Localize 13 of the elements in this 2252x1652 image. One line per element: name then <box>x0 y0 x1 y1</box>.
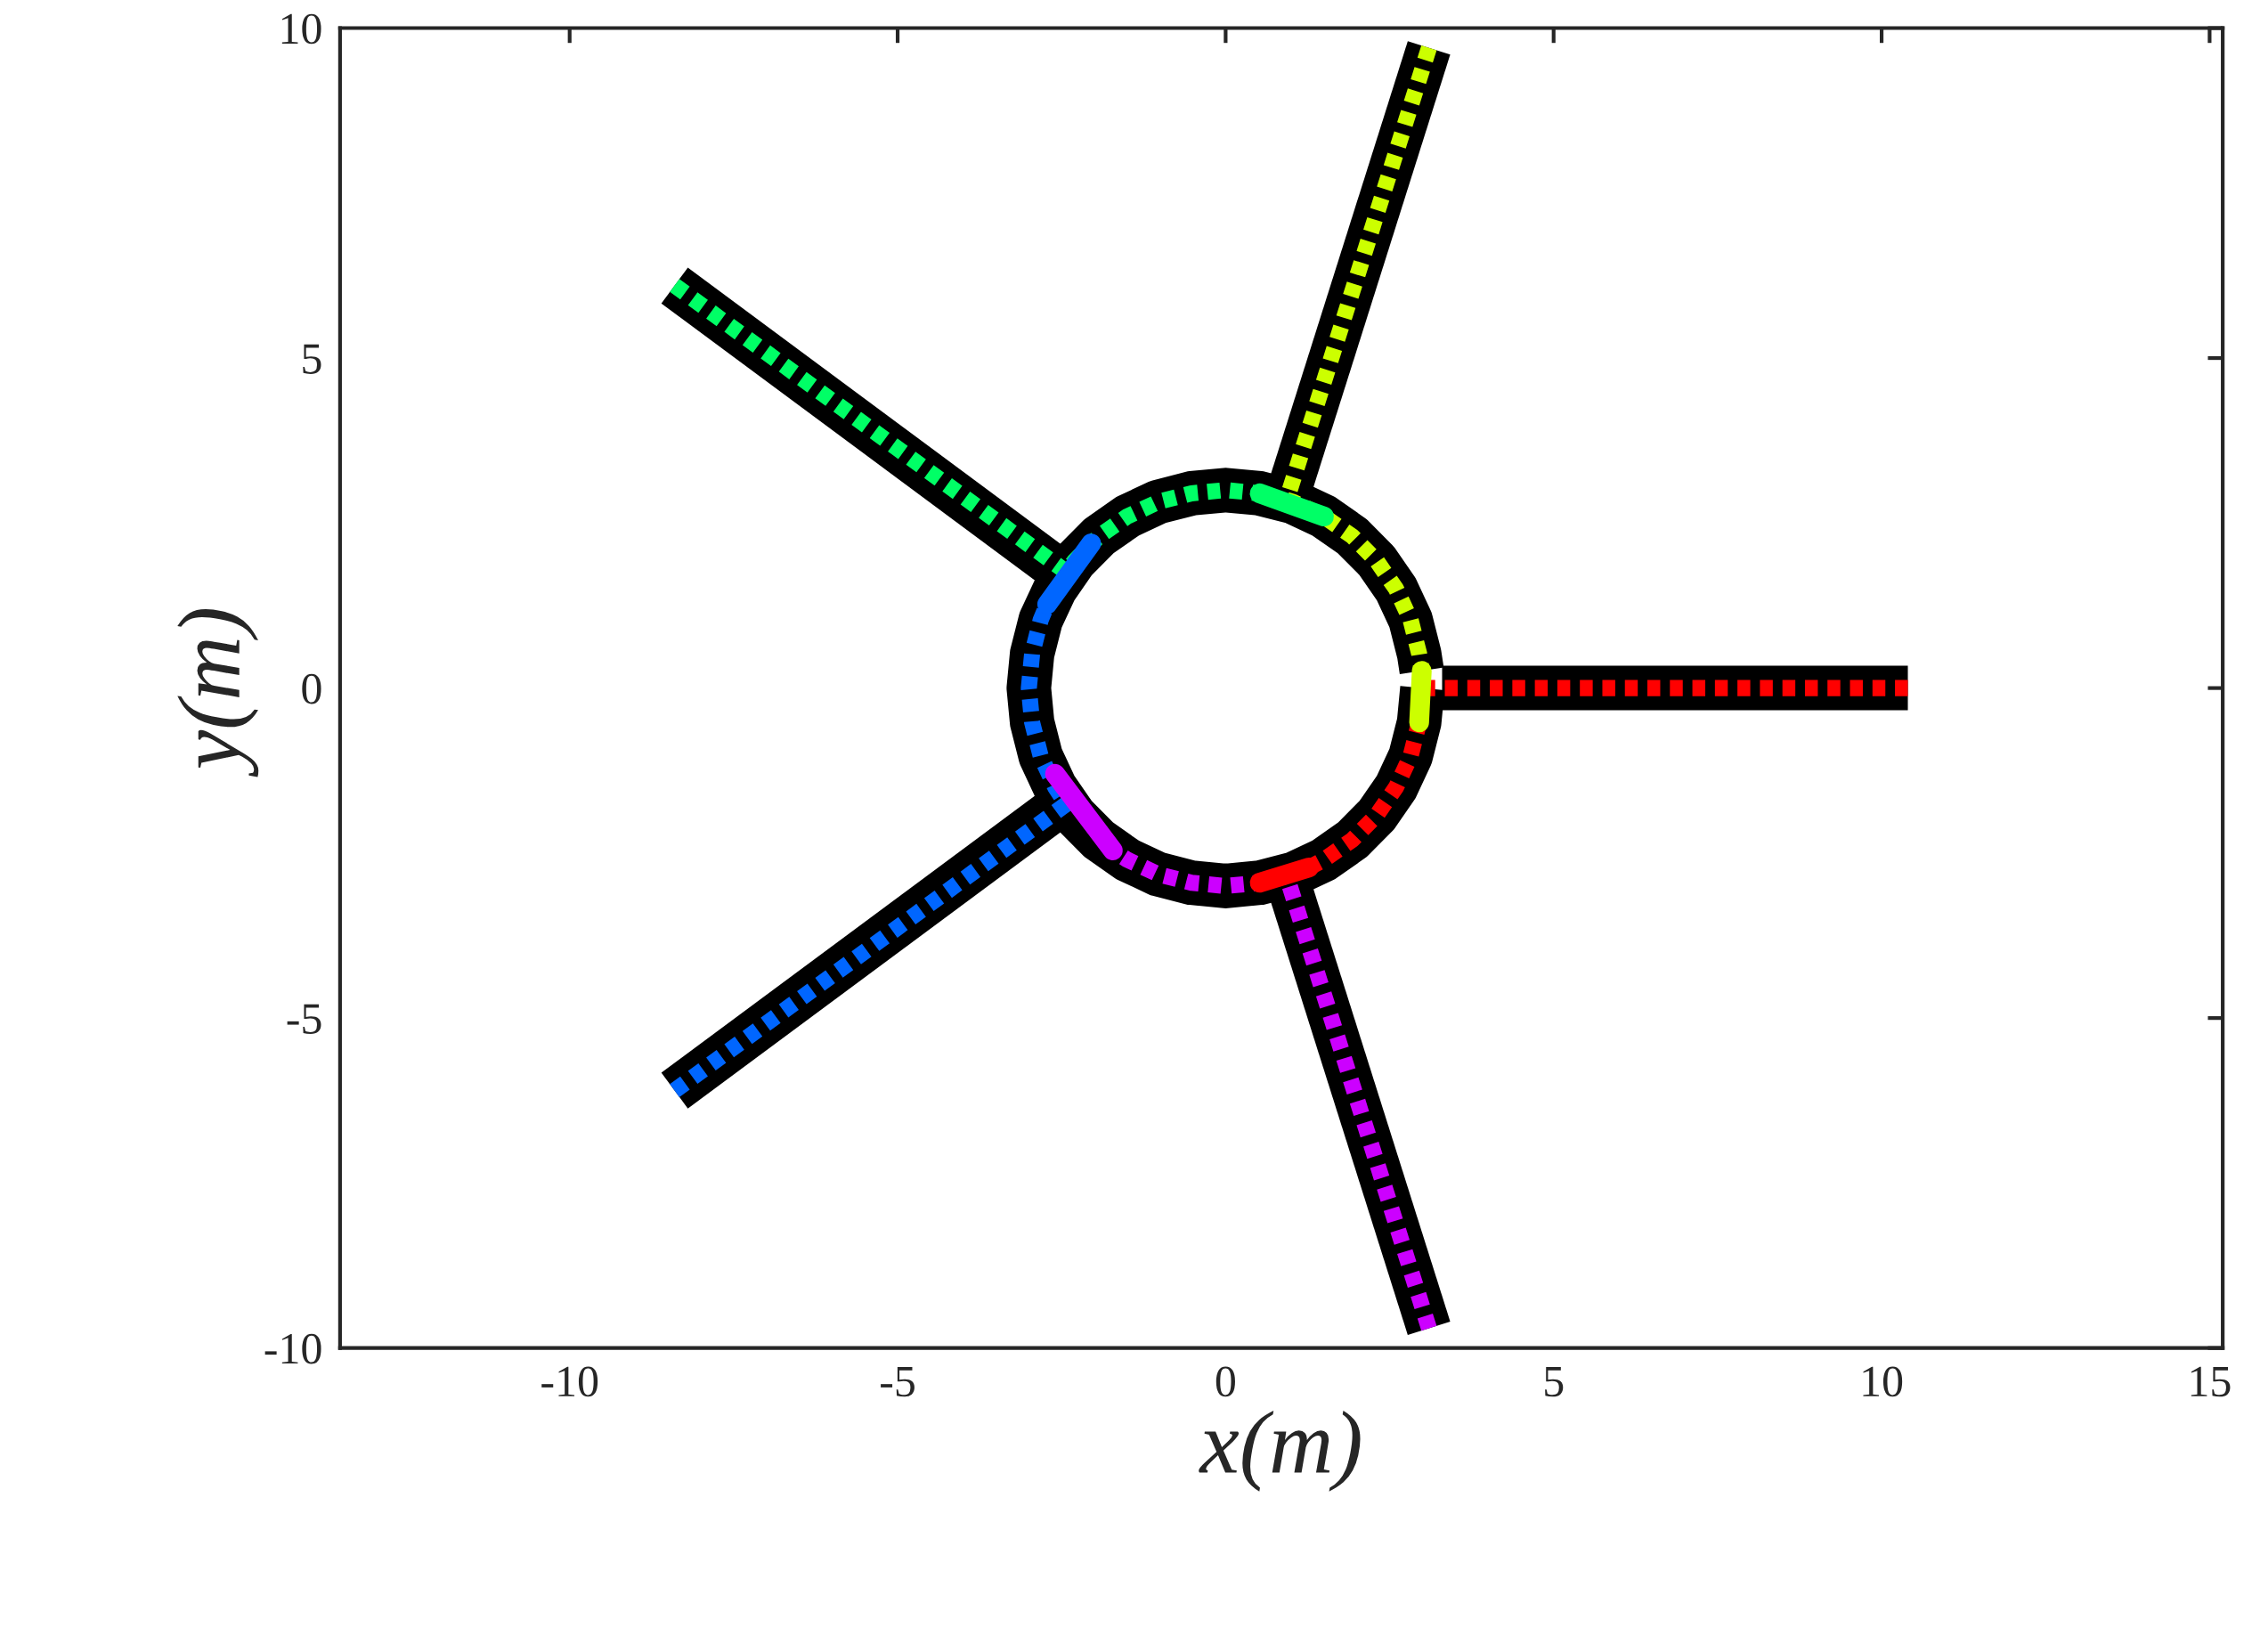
y-tick-label: 0 <box>302 673 321 704</box>
x-axis-title: x(m) <box>1199 1411 1361 1492</box>
y-tick-label: 5 <box>303 344 321 374</box>
x-tick-label: -5 <box>881 1367 915 1397</box>
y-tick-label: -10 <box>264 1333 321 1364</box>
x-tick-label: 0 <box>1215 1366 1235 1397</box>
y-tick-label: 10 <box>281 13 321 45</box>
x-tick-label: -10 <box>541 1366 598 1397</box>
y-tick-label: -5 <box>287 1004 321 1034</box>
y-axis-title: y(m) <box>177 609 259 777</box>
x-tick-label: 15 <box>2191 1366 2231 1397</box>
x-tick-label: 5 <box>1545 1367 1564 1397</box>
x-tick-label: 10 <box>1863 1366 1903 1397</box>
